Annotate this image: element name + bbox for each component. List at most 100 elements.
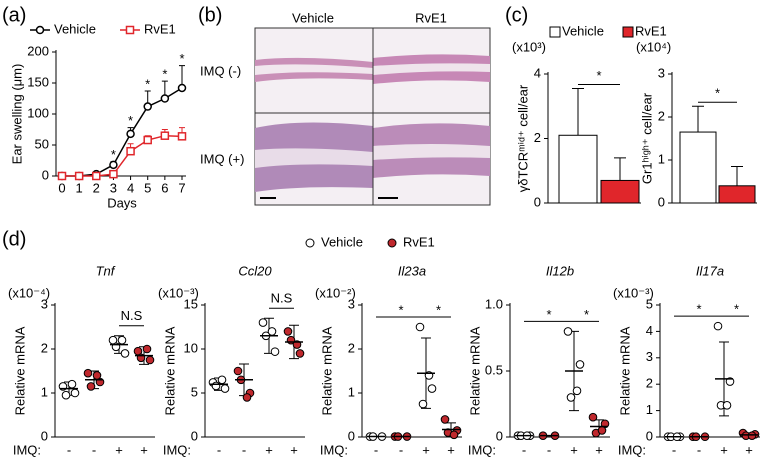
point [145, 355, 155, 365]
y-axis-label: Gr1ʰⁱᵍʰ⁺ cell/ear [639, 92, 654, 184]
panel-label: (a) [2, 4, 26, 26]
annotation: * [715, 86, 720, 101]
y-tick-label: 2 [534, 130, 541, 145]
annotation: * [162, 67, 167, 82]
scale-label: (x10⁻²) [315, 285, 356, 300]
y-tick-label: 50 [35, 136, 49, 151]
marker [177, 132, 187, 141]
error-bar [572, 88, 584, 136]
y-axis-label: Relative mRNA [162, 326, 177, 415]
point [220, 384, 230, 393]
marker [57, 171, 67, 181]
y-tick-label: 0 [348, 428, 355, 443]
bar [600, 179, 640, 204]
y-tick-label: 0 [42, 167, 49, 182]
point [120, 349, 130, 358]
y-tick-label: 2 [646, 376, 653, 391]
y-axis-label: Relative mRNA [467, 326, 482, 415]
point [270, 347, 280, 356]
scale-label: (x10³) [512, 39, 546, 54]
y-tick-label: 4 [646, 323, 653, 338]
y-tick-label: 1 [348, 384, 355, 399]
y-tick-label: 3 [658, 65, 665, 80]
marker [160, 94, 170, 103]
x-tick-label: - [217, 442, 221, 457]
chart-title: Il12b [546, 263, 574, 278]
annotation: * [145, 76, 150, 91]
point [242, 393, 252, 402]
point [575, 360, 585, 369]
annotation: * [398, 302, 403, 317]
chart-title: Ccl20 [238, 263, 272, 278]
point [211, 381, 221, 391]
annotation: * [546, 307, 551, 322]
x-tick-label: + [115, 442, 123, 457]
y-tick-label: 2 [658, 108, 665, 123]
x-axis-label: Days [107, 195, 137, 210]
x-tick-label: 4 [127, 180, 134, 195]
point [747, 431, 757, 440]
error-bar [614, 157, 626, 181]
x-axis-label: IMQ: [13, 442, 41, 457]
y-tick-label: 100 [27, 105, 49, 120]
point [449, 430, 459, 440]
annotation: * [696, 302, 701, 317]
legend-label: Vehicle [562, 23, 604, 38]
point [295, 349, 305, 358]
y-tick-label: 1 [658, 151, 665, 166]
bar [679, 131, 717, 204]
marker [35, 25, 45, 35]
scale-label: (x10⁻³) [158, 285, 199, 300]
legend-label: RvE1 [635, 23, 667, 38]
y-axis-label: Relative mRNA [617, 326, 632, 415]
chart-title: Il23a [398, 263, 426, 278]
point [722, 401, 732, 410]
x-tick-label: 6 [161, 180, 168, 195]
scale-label: (x10⁻⁴) [8, 285, 50, 300]
x-tick-label: 5 [144, 180, 151, 195]
row-label: IMQ (-) [200, 63, 241, 78]
x-tick-label: - [547, 442, 551, 457]
y-tick-label: 0 [41, 428, 48, 443]
point [418, 399, 428, 409]
marker [74, 171, 84, 181]
y-tick-label: 1.0 [485, 296, 503, 311]
y-tick-label: 3 [41, 296, 48, 311]
panel-label: (d) [2, 228, 26, 250]
x-tick-label: - [522, 442, 526, 457]
x-tick-label: + [140, 442, 148, 457]
chart-title: Tnf [96, 263, 116, 278]
y-tick-label: 2 [41, 340, 48, 355]
y-tick-label: 1 [41, 384, 48, 399]
legend-label: RvE1 [403, 234, 435, 249]
point [67, 379, 77, 389]
scale-label: (x10⁴) [636, 39, 671, 54]
y-tick-label: 3 [646, 349, 653, 364]
x-tick-label: + [720, 442, 728, 457]
marker [109, 169, 118, 179]
point [713, 321, 723, 331]
chart-title: Il17a [696, 263, 724, 278]
annotation: * [128, 113, 133, 128]
marker [125, 25, 135, 35]
point [440, 415, 450, 424]
point [217, 375, 227, 385]
legend-label: RvE1 [144, 21, 176, 36]
x-axis-label: IMQ: [163, 442, 191, 457]
point [427, 384, 437, 393]
x-tick-label: - [697, 442, 701, 457]
annotation: * [584, 307, 589, 322]
y-tick-label: 3 [348, 296, 355, 311]
panel-label: (b) [198, 4, 222, 26]
legend-swatch [622, 26, 634, 38]
histology: Vehicle RvE1 IMQ (-) IMQ (+) [200, 10, 491, 206]
y-tick-label: 0 [658, 194, 665, 209]
column-label: RvE1 [415, 10, 447, 25]
x-tick-label: - [399, 442, 403, 457]
column-label: Vehicle [292, 10, 334, 25]
y-tick-label: 0 [191, 428, 198, 443]
point [233, 366, 243, 376]
error-bar [731, 165, 743, 186]
y-tick-label: 5 [646, 296, 653, 311]
point [92, 371, 102, 380]
